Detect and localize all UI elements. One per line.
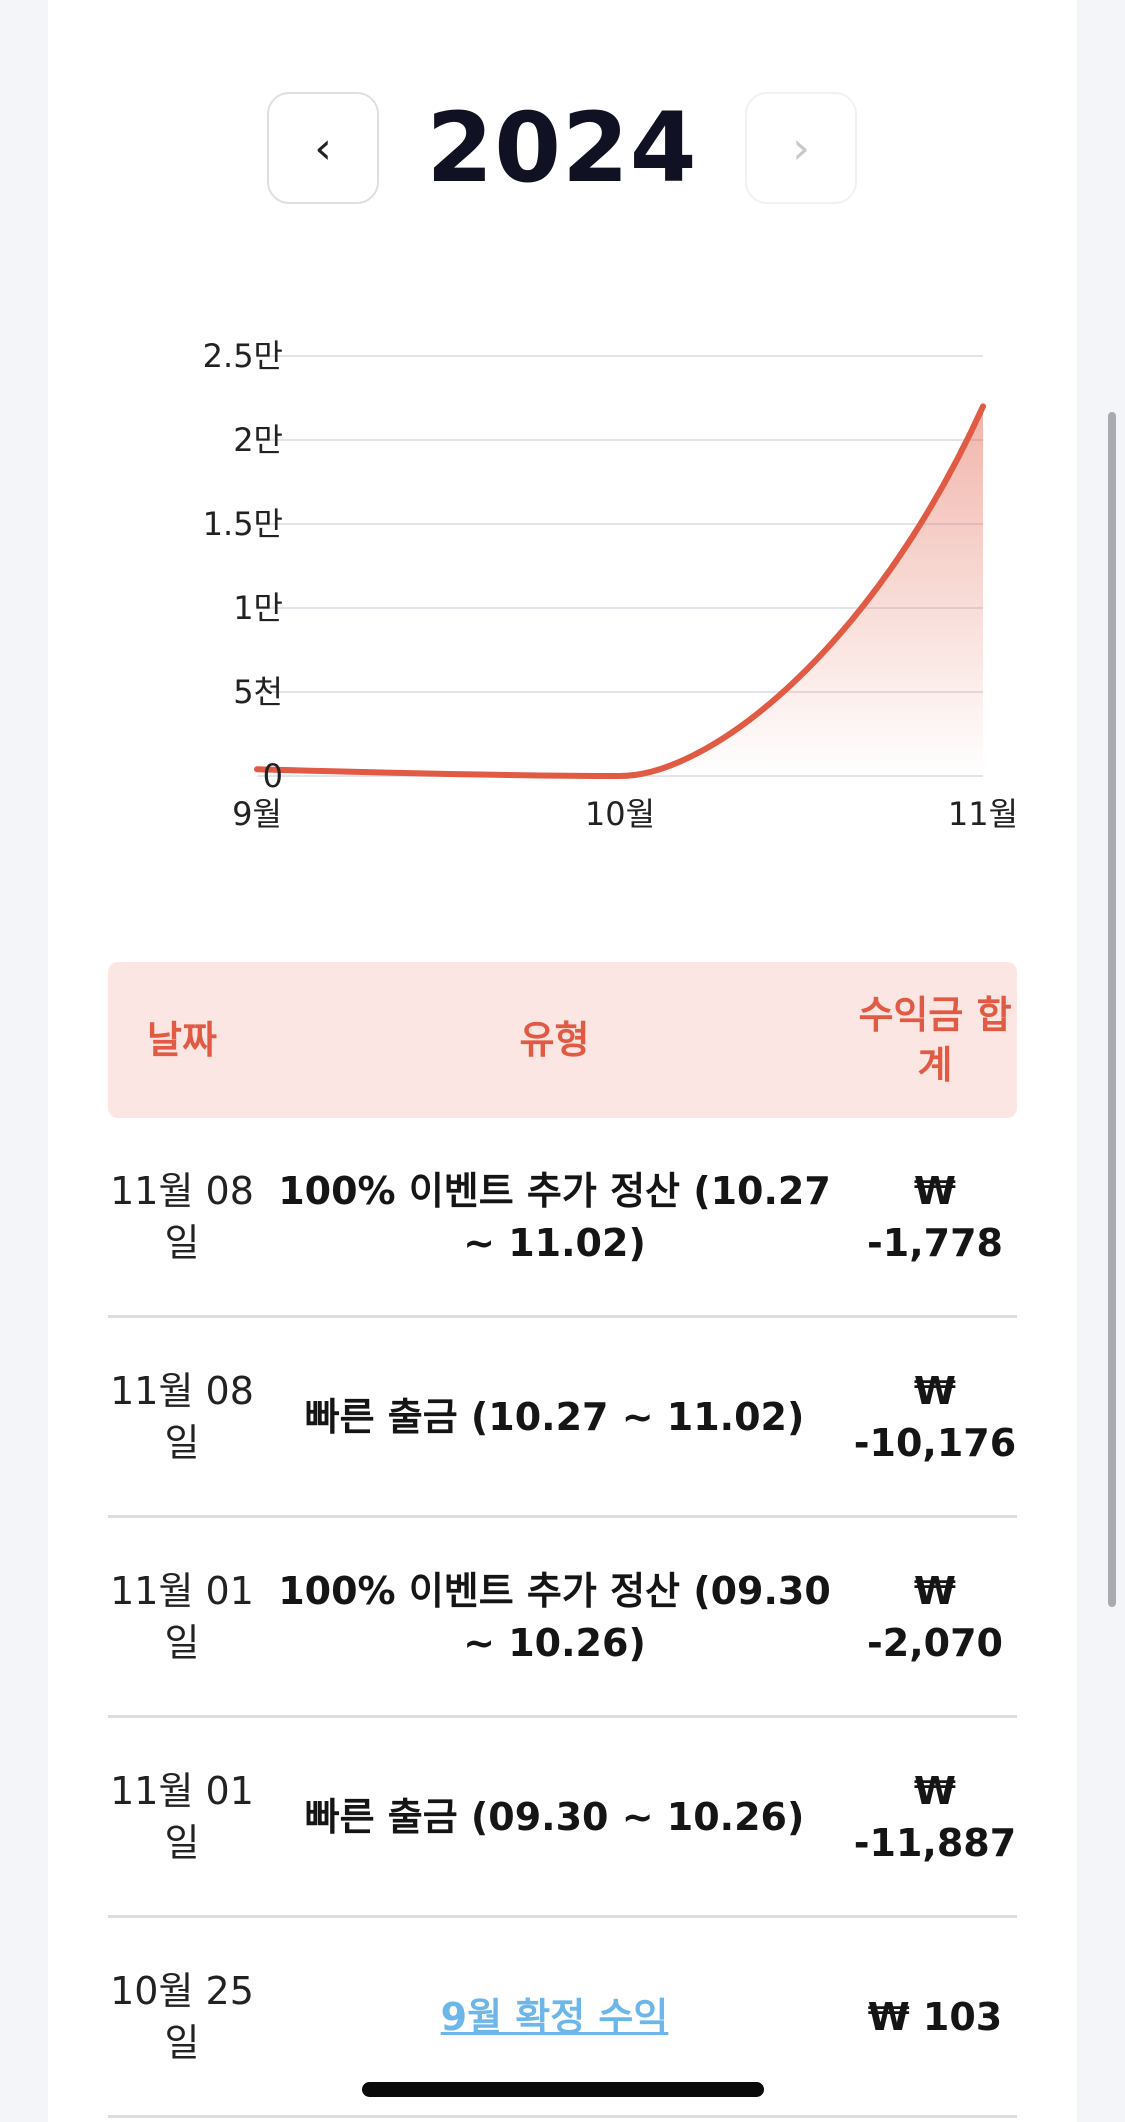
table-header: 날짜 유형 수익금 합계 [108,962,1017,1118]
row-type: 빠른 출금 (09.30 ~ 10.26) [304,1794,805,1839]
year-title: 2024 [426,92,698,204]
chevron-right-icon: › [792,122,810,174]
header-date: 날짜 [147,1018,217,1062]
header-amount: 수익금 합계 [858,993,1012,1087]
row-amount: ₩ -2,070 [867,1568,1003,1665]
series-line [254,403,986,780]
scrollbar[interactable] [1108,412,1116,1607]
monthly-earnings-link[interactable]: 9월 확정 수익 [440,1994,669,2039]
row-amount: ₩ -11,887 [853,1768,1017,1865]
x-tick-label: 10월 [584,795,656,833]
series-area [257,406,983,776]
row-date: 11월 01일 [110,1568,254,1665]
row-type: 100% 이벤트 추가 정산 (10.27 ~ 11.02) [278,1168,831,1265]
y-tick-label: 1만 [233,589,283,627]
row-type: 100% 이벤트 추가 정산 (09.30 ~ 10.26) [278,1568,831,1665]
table-row: 11월 08일 빠른 출금 (10.27 ~ 11.02) ₩ -10,176 [108,1318,1017,1518]
y-tick-label: 0 [262,757,283,795]
row-amount: ₩ 103 [867,1994,1003,2039]
row-date: 10월 25일 [110,1968,254,2065]
x-tick-label: 9월 [232,795,282,833]
row-amount: ₩ -10,176 [853,1368,1017,1465]
y-tick-label: 1.5만 [202,505,283,543]
row-type: 빠른 출금 (10.27 ~ 11.02) [304,1394,805,1439]
row-date: 11월 08일 [110,1368,254,1465]
earnings-table: 날짜 유형 수익금 합계 11월 08일 100% 이벤트 추가 정산 (10.2… [108,962,1017,2118]
earnings-chart: 0 5천 1만 1.5만 2만 2.5만 9월 10월 11월 [48,300,1077,860]
row-date: 11월 08일 [110,1168,254,1265]
row-date: 11월 01일 [110,1768,254,1865]
table-row: 11월 08일 100% 이벤트 추가 정산 (10.27 ~ 11.02) ₩ -… [108,1118,1017,1318]
y-tick-label: 5천 [233,673,283,711]
year-navigator: ‹ 2024 › [48,0,1077,220]
y-tick-label: 2.5만 [202,337,283,375]
x-tick-label: 11월 [947,795,1019,833]
row-type[interactable]: 9월 확정 수익 [256,1918,853,2115]
table-body: 11월 08일 100% 이벤트 추가 정산 (10.27 ~ 11.02) ₩ -… [108,1118,1017,2118]
chart-canvas [254,355,986,780]
row-amount: ₩ -1,778 [867,1168,1003,1265]
table-row: 11월 01일 빠른 출금 (09.30 ~ 10.26) ₩ -11,887 [108,1718,1017,1918]
header-type: 유형 [519,1018,590,1062]
table-row: 10월 25일 9월 확정 수익 ₩ 103 [108,1918,1017,2118]
y-tick-label: 2만 [233,421,283,459]
previous-year-button[interactable]: ‹ [267,92,379,204]
home-indicator [362,2082,764,2097]
next-year-button[interactable]: › [745,92,857,204]
chevron-left-icon: ‹ [314,122,332,174]
table-row: 11월 01일 100% 이벤트 추가 정산 (09.30 ~ 10.26) ₩ -… [108,1518,1017,1718]
earnings-card: ‹ 2024 › 0 5천 1만 1.5만 2만 2.5만 9월 10월 11월 날짜 유형 수… [48,0,1077,2122]
